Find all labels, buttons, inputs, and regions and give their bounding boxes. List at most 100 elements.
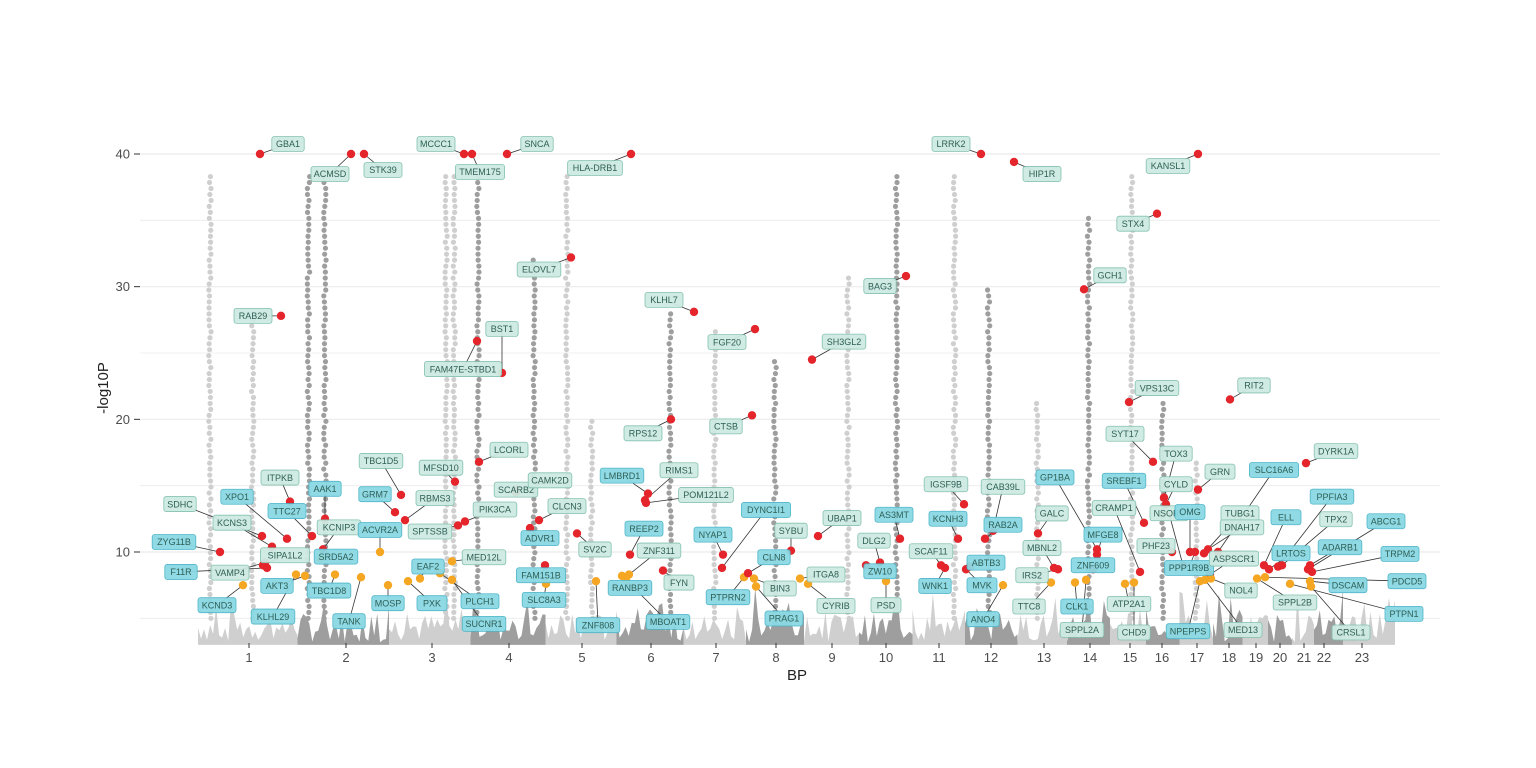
signal-point [588,442,594,448]
signal-point [985,400,991,407]
signal-point [306,335,313,341]
signal-point [564,245,570,251]
signal-point [208,484,214,490]
gene-label-nyap1: NYAP1 [693,526,733,543]
signal-point [443,579,449,586]
gene-label-text: ITGA8 [813,570,839,580]
gene-label-text: NPEPPS [1170,626,1207,636]
signal-point [207,556,214,562]
signal-point [1085,376,1091,383]
point-syt17 [1148,457,1158,466]
signal-point [563,305,570,311]
signal-point [1129,329,1135,335]
signal-point [1130,311,1136,317]
signal-point [666,448,672,454]
signal-point [563,233,569,239]
signal-point [950,209,957,215]
gene-label-vps13c: VPS13C [1134,380,1180,396]
signal-point [443,567,450,574]
signal-point [249,376,256,383]
signal-point [590,448,596,454]
signal-point [711,544,717,550]
gene-label-text: AKT3 [266,581,289,591]
gene-label-ppfia3: PPFIA3 [1309,488,1355,505]
signal-point [844,293,850,299]
signal-point [530,562,536,568]
point-tbc1d8 [330,570,340,579]
signal-point [563,550,569,556]
signal-point [1086,239,1092,245]
signal-point [563,430,569,436]
point-cramp1 [1135,567,1145,577]
point-rab29 [276,311,286,321]
signal-point [207,335,213,341]
signal-point [206,538,212,544]
signal-point [950,341,957,347]
signal-point [443,209,449,215]
signal-point [450,293,456,299]
gene-label-box [1223,621,1263,638]
gene-label-ptpn1: PTPN1 [1384,605,1424,622]
gene-label-box [1331,624,1371,641]
gene-label-text: TMEM175 [459,167,501,177]
x-tick-label-chr18: 18 [1222,650,1236,665]
gene-label-advr1: ADVR1 [520,530,560,547]
gene-label-text: TTC8 [1018,602,1041,612]
signal-point [476,299,482,305]
signal-point [206,293,213,299]
gene-label-text: STK39 [369,165,397,175]
signal-point [208,454,214,460]
gene-label-box [1060,598,1094,615]
signal-point [208,406,214,412]
signal-point [846,305,852,311]
signal-point [251,448,257,454]
signal-point [442,281,448,287]
signal-point [250,520,256,526]
signal-point [895,424,901,430]
signal-point [844,496,851,502]
signal-point [845,544,851,550]
signal-point [1127,269,1134,275]
signal-point [564,185,570,192]
point-bin3 [749,574,759,583]
signal-point [1085,347,1091,353]
signal-point [450,448,456,454]
signal-point [323,442,329,448]
signal-point [564,394,571,401]
signal-point [207,550,213,556]
signal-point [475,287,481,293]
signal-point [844,382,850,389]
signal-point [713,573,719,580]
signal-point [475,406,481,412]
signal-point [304,209,311,215]
signal-point [1035,454,1041,460]
point-stx4 [1152,209,1162,218]
signal-point [474,579,480,586]
signal-point [451,550,458,556]
signal-point [951,275,957,281]
y-tick-label: 30 [116,279,130,294]
signal-point [306,364,312,371]
signal-point [985,430,991,436]
signal-point [1129,347,1135,353]
gene-label-dlg2: DLG2 [857,532,891,549]
signal-point [892,550,898,556]
signal-point [451,191,457,198]
signal-point [206,215,212,221]
signal-point [1129,460,1135,466]
signal-point [951,579,957,586]
signal-point [475,227,481,233]
gene-label-text: KCNH3 [933,514,964,524]
signal-point [443,215,449,221]
signal-point [951,191,958,198]
gene-label-text: SPPL2B [1278,598,1312,608]
signal-point [451,251,458,257]
signal-point [1129,335,1136,341]
gene-label-box [966,577,998,594]
signal-point [1129,573,1135,580]
gene-label-text: IGSF9B [930,479,962,489]
gene-label-klhl7: KLHL7 [644,291,684,308]
signal-point [452,341,458,347]
signal-point [1087,257,1093,263]
signal-point [844,490,851,496]
